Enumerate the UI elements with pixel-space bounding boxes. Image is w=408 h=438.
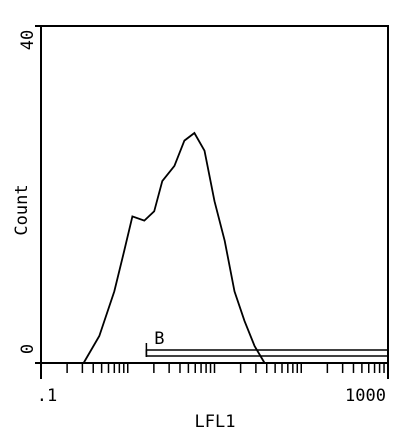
gate-label: B: [154, 329, 164, 349]
histogram-line: [82, 131, 266, 364]
gate-bar: [145, 349, 389, 357]
y-axis-label: Count: [12, 184, 32, 235]
x-axis-label: LFL1: [195, 412, 236, 432]
plot-frame: [40, 25, 389, 364]
x-tick-label: .1: [37, 386, 57, 406]
y-tick-label: 40: [18, 30, 38, 50]
y-tick-label: 0: [18, 344, 38, 354]
x-tick-label: 1000: [345, 386, 386, 406]
